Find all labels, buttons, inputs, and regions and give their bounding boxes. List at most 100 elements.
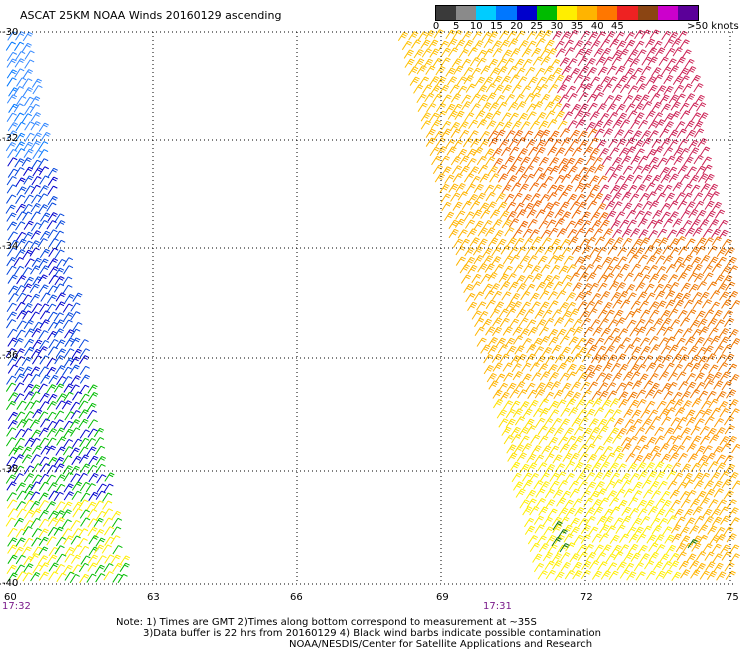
wind-barb [612, 434, 623, 444]
wind-barb [581, 389, 592, 399]
wind-barb [425, 65, 436, 75]
wind-barb [702, 164, 713, 174]
wind-barb [22, 366, 33, 376]
wind-barb [557, 480, 568, 490]
wind-barb [104, 526, 115, 536]
wind-barb [517, 389, 528, 399]
wind-barb [502, 400, 514, 410]
wind-barb [456, 76, 467, 86]
wind-barb [498, 418, 509, 428]
wind-barb [88, 546, 99, 556]
wind-barb [15, 554, 26, 565]
wind-barb [558, 265, 569, 275]
wind-barb [530, 92, 541, 102]
wind-barb [602, 228, 613, 238]
wind-barb [511, 363, 522, 373]
wind-barb [512, 229, 523, 239]
wind-barb [632, 165, 643, 175]
wind-barb [597, 66, 608, 76]
wind-barb [556, 362, 567, 372]
wind-barb [22, 418, 33, 428]
wind-barb [38, 149, 49, 159]
wind-barb [639, 192, 650, 203]
wind-barb [589, 147, 600, 158]
wind-barb [720, 371, 731, 381]
wind-barb [696, 490, 707, 501]
wind-barb [666, 470, 677, 480]
wind-barb [601, 194, 612, 204]
wind-barb [14, 68, 25, 78]
wind-barb [618, 391, 629, 401]
wind-barb [697, 318, 708, 328]
wind-barb [644, 245, 655, 255]
wind-barb [623, 272, 634, 282]
wind-barb [580, 111, 591, 122]
wind-barb [668, 94, 679, 104]
wind-barb [31, 355, 43, 365]
wind-barb [685, 336, 696, 346]
wind-barb [642, 200, 653, 211]
wind-barb [630, 300, 641, 310]
wind-barb [563, 255, 574, 265]
wind-barb [516, 353, 527, 364]
wind-barb [576, 201, 587, 211]
wind-barb [690, 462, 701, 473]
wind-barb [602, 373, 613, 383]
wind-barb [567, 193, 578, 203]
wind-barb [652, 561, 664, 571]
wind-barb [712, 445, 723, 456]
wind-barb [680, 535, 691, 545]
wind-barb [45, 474, 56, 484]
wind-barb [673, 147, 684, 157]
wind-barb [493, 263, 504, 274]
wind-barb [669, 560, 680, 570]
wind-barb [436, 110, 447, 120]
wind-barb [596, 31, 607, 41]
wind-barb [703, 480, 714, 490]
wind-barb [684, 227, 696, 237]
wind-barb [675, 93, 686, 103]
wind-barb [507, 65, 518, 76]
wind-barb [444, 174, 455, 184]
wind-barb [62, 446, 74, 456]
wind-barb [627, 435, 638, 446]
wind-barb [605, 417, 616, 427]
wind-barb [561, 274, 572, 284]
wind-barb [521, 362, 532, 372]
wind-barb [577, 372, 588, 382]
wind-barb [473, 291, 484, 301]
wind-barb [63, 428, 74, 438]
wind-barb [526, 103, 537, 113]
wind-barb [441, 94, 452, 104]
wind-barb [29, 419, 40, 429]
wind-barb [54, 545, 65, 555]
wind-barb [63, 535, 74, 545]
wind-barb [694, 336, 705, 347]
wind-barb [544, 101, 555, 111]
wind-barb [602, 128, 614, 138]
wind-barb [110, 554, 121, 564]
wind-barb [6, 499, 18, 509]
wind-barb [647, 56, 658, 66]
wind-barb [69, 356, 81, 366]
wind-barb [586, 93, 597, 103]
wind-barb [649, 309, 660, 319]
wind-barb [489, 173, 500, 183]
wind-barb [29, 491, 40, 501]
wind-barb [448, 183, 459, 193]
wind-barb [55, 292, 66, 302]
wind-barb [38, 427, 49, 437]
wind-barb [639, 553, 650, 563]
note-line: 3)Data buffer is 22 hrs from 20160129 4)… [143, 628, 601, 639]
wind-barb [623, 129, 634, 139]
wind-barb [515, 275, 526, 285]
wind-barb [659, 166, 670, 177]
wind-barb [473, 183, 484, 194]
wind-barb [612, 299, 623, 309]
wind-barb [23, 148, 34, 158]
wind-barb [636, 398, 647, 409]
wind-barb [630, 228, 641, 238]
wind-barb [63, 312, 74, 322]
wind-barb [719, 471, 730, 481]
wind-barb [618, 290, 629, 301]
